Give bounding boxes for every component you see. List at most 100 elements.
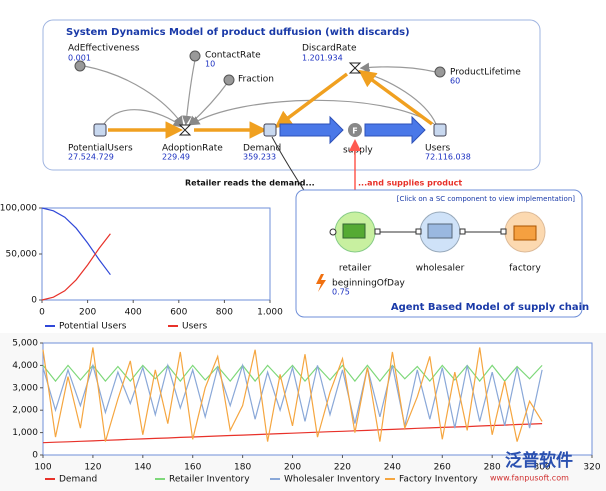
sd-model: System Dynamics Model of product duffusi… [42,19,541,171]
x-tick-label: 100 [34,463,51,473]
series-line [42,363,543,429]
agent-label: factory [509,264,541,274]
x-tick-label: 300 [533,463,550,473]
parameter-icon [223,74,235,86]
x-tick-label: 240 [384,463,401,473]
x-tick-label: 0 [39,308,45,318]
event-label: beginningOfDay [332,279,405,289]
x-tick-label: 120 [84,463,101,473]
node-label: Fraction [238,75,274,85]
x-tick-label: 200 [284,463,301,473]
y-tick-label: 1,000 [12,428,38,438]
legend-label: Users [182,322,208,332]
stock [433,123,447,137]
function-letter: F [352,127,357,136]
x-tick-label: 1.000 [257,308,283,318]
agent-title: Agent Based Model of supply chain [391,302,589,313]
node-label: AdoptionRate [162,144,223,154]
flow [274,72,349,129]
agent-icon [513,225,537,241]
port [415,228,422,235]
x-tick-label: 180 [234,463,251,473]
node-value: 60 [450,77,460,86]
legend-label: Potential Users [59,322,127,332]
legend-label: Factory Inventory [399,475,478,485]
node-value: 1.201.934 [302,54,343,63]
valve [178,124,192,136]
agent-icon [427,223,453,239]
agent-icon [342,223,366,239]
link [359,62,437,73]
agent-label: wholesaler [416,264,465,274]
node-value: 0.001 [68,54,91,63]
parameter-icon [434,66,446,78]
y-tick-label: 5,000 [12,339,38,349]
link [182,59,196,126]
y-tick-label: 2,000 [12,406,38,416]
series-line [42,347,543,442]
port [459,228,466,235]
series-line [42,423,543,444]
supply-arrow [279,115,344,145]
port [329,228,337,236]
y-tick-label: 0 [32,451,38,461]
port [500,228,507,235]
series-line [42,364,543,383]
agent-frame [295,189,583,318]
node-label: AdEffectiveness [68,44,140,54]
stock [263,123,277,137]
annotation: Retailer reads the demand... [185,179,315,188]
x-tick-label: 220 [334,463,351,473]
link [83,65,184,126]
x-tick-label: 200 [79,308,96,318]
flow [358,69,434,126]
legend-label: Demand [59,475,97,485]
y-tick-label: 50,000 [6,250,38,260]
plot-area [41,207,271,301]
parameter-icon [74,60,86,72]
y-tick-label: 4,000 [12,361,38,371]
agent-label: retailer [339,264,372,274]
node-label: supply [343,146,373,156]
node-label: ProductLifetime [450,68,521,78]
watermark-url: www.fanpusoft.com [490,474,569,483]
y-tick-label: 100,000 [0,204,37,214]
node-label: DiscardRate [302,44,357,54]
hint[interactable]: [Click on a SC component to view impleme… [397,195,576,203]
stock [93,123,107,137]
supply-arrow [364,115,426,145]
watermark-brand: 泛普软件 [505,450,573,471]
node-value: 27.524.729 [68,153,114,162]
valve [348,62,362,74]
node-label: Users [425,144,451,154]
agent-model: [Click on a SC component to view impleme… [295,189,589,318]
node-value: 229.49 [162,153,190,162]
legend-label: Wholesaler Inventory [284,475,381,485]
node-label: ContactRate [205,51,261,61]
annotation: ...and supplies product [358,179,462,188]
x-tick-label: 260 [434,463,451,473]
y-tick-label: 0 [31,296,37,306]
node-label: Demand [243,144,281,154]
x-tick-label: 800 [216,308,233,318]
event-value: 0.75 [332,288,350,297]
node-value: 72.116.038 [425,153,471,162]
x-tick-label: 400 [125,308,142,318]
y-tick-label: 3,000 [12,383,38,393]
charts: 0 50,000 100,000 0 200 400 600 800 1.000 Potentia… [0,204,601,485]
sd-title: System Dynamics Model of product duffusi… [66,27,410,38]
event-icon [316,274,326,292]
port [374,228,381,235]
x-tick-label: 280 [484,463,501,473]
function-icon [348,123,362,137]
x-tick-label: 600 [170,308,187,318]
plot-area [42,342,593,456]
x-tick-label: 320 [583,463,600,473]
x-tick-label: 140 [134,463,151,473]
series-line [41,233,111,301]
parameter-icon [189,50,201,62]
x-tick-label: 160 [184,463,201,473]
node-value: 10 [205,60,215,69]
node-value: 359.233 [243,153,276,162]
